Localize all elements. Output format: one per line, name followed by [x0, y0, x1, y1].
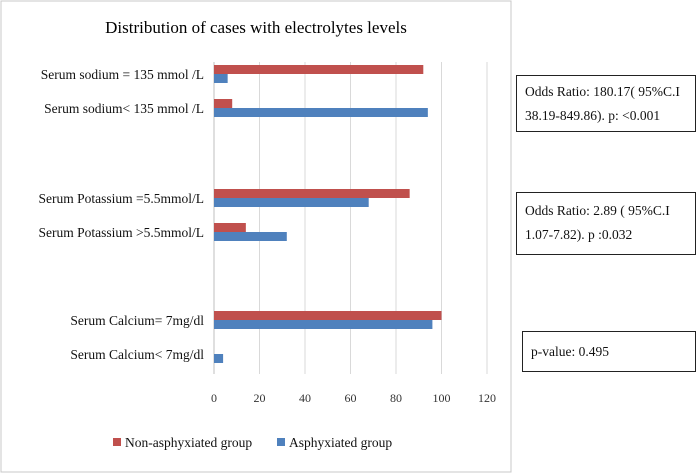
- bar-non-asphyxiated-2: [214, 189, 410, 198]
- calcium-p-value: p-value: 0.495: [531, 344, 609, 359]
- sodium-odds-ratio-line1: Odds Ratio: 180.17( 95%C.I: [525, 84, 680, 99]
- bar-non-asphyxiated-1: [214, 99, 233, 108]
- potassium-odds-ratio-box: Odds Ratio: 2.89 ( 95%C.I 1.07-7.82). p …: [516, 192, 696, 255]
- potassium-odds-ratio-line1: Odds Ratio: 2.89 ( 95%C.I: [525, 203, 670, 218]
- bar-non-asphyxiated-0: [214, 65, 424, 74]
- bar-asphyxiated-1: [214, 108, 428, 117]
- bar-asphyxiated-5: [214, 354, 224, 363]
- chart-title: Distribution of cases with electrolytes …: [105, 18, 407, 37]
- bar-asphyxiated-3: [214, 232, 287, 241]
- sodium-odds-ratio-box: Odds Ratio: 180.17( 95%C.I 38.19-849.86)…: [516, 75, 696, 132]
- sodium-odds-ratio-line2: 38.19-849.86). p: <0.001: [525, 108, 661, 123]
- x-tick-label-60: 60: [345, 391, 357, 405]
- category-label-1: Serum sodium< 135 mmol /L: [44, 101, 204, 116]
- x-tick-label-0: 0: [211, 391, 217, 405]
- legend-label-0: Non-asphyxiated group: [125, 435, 252, 450]
- bar-asphyxiated-0: [214, 74, 228, 83]
- bar-non-asphyxiated-3: [214, 223, 246, 232]
- legend-swatch-1: [277, 438, 285, 446]
- calcium-p-value-box: p-value: 0.495: [522, 331, 696, 372]
- category-label-5: Serum Calcium< 7mg/dl: [70, 347, 204, 362]
- legend: Non-asphyxiated group Asphyxiated group: [113, 435, 392, 450]
- category-label-0: Serum sodium = 135 mmol /L: [41, 67, 204, 82]
- bar-non-asphyxiated-4: [214, 311, 442, 320]
- bar-asphyxiated-2: [214, 198, 369, 207]
- legend-label-1: Asphyxiated group: [289, 435, 392, 450]
- x-tick-label-120: 120: [478, 391, 496, 405]
- x-tick-label-40: 40: [299, 391, 311, 405]
- x-tick-label-80: 80: [390, 391, 402, 405]
- potassium-odds-ratio-line2: 1.07-7.82). p :0.032: [525, 227, 633, 242]
- category-label-3: Serum Potassium >5.5mmol/L: [39, 225, 205, 240]
- x-tick-label-100: 100: [433, 391, 451, 405]
- category-label-4: Serum Calcium= 7mg/dl: [70, 313, 204, 328]
- x-axis-ticks: 0 20 40 60 80 100 120: [211, 391, 496, 405]
- x-tick-label-20: 20: [254, 391, 266, 405]
- legend-swatch-0: [113, 438, 121, 446]
- category-label-2: Serum Potassium =5.5mmol/L: [39, 191, 205, 206]
- bars: [214, 65, 442, 363]
- category-labels: Serum sodium = 135 mmol /L Serum sodium< …: [39, 67, 205, 362]
- bar-asphyxiated-4: [214, 320, 433, 329]
